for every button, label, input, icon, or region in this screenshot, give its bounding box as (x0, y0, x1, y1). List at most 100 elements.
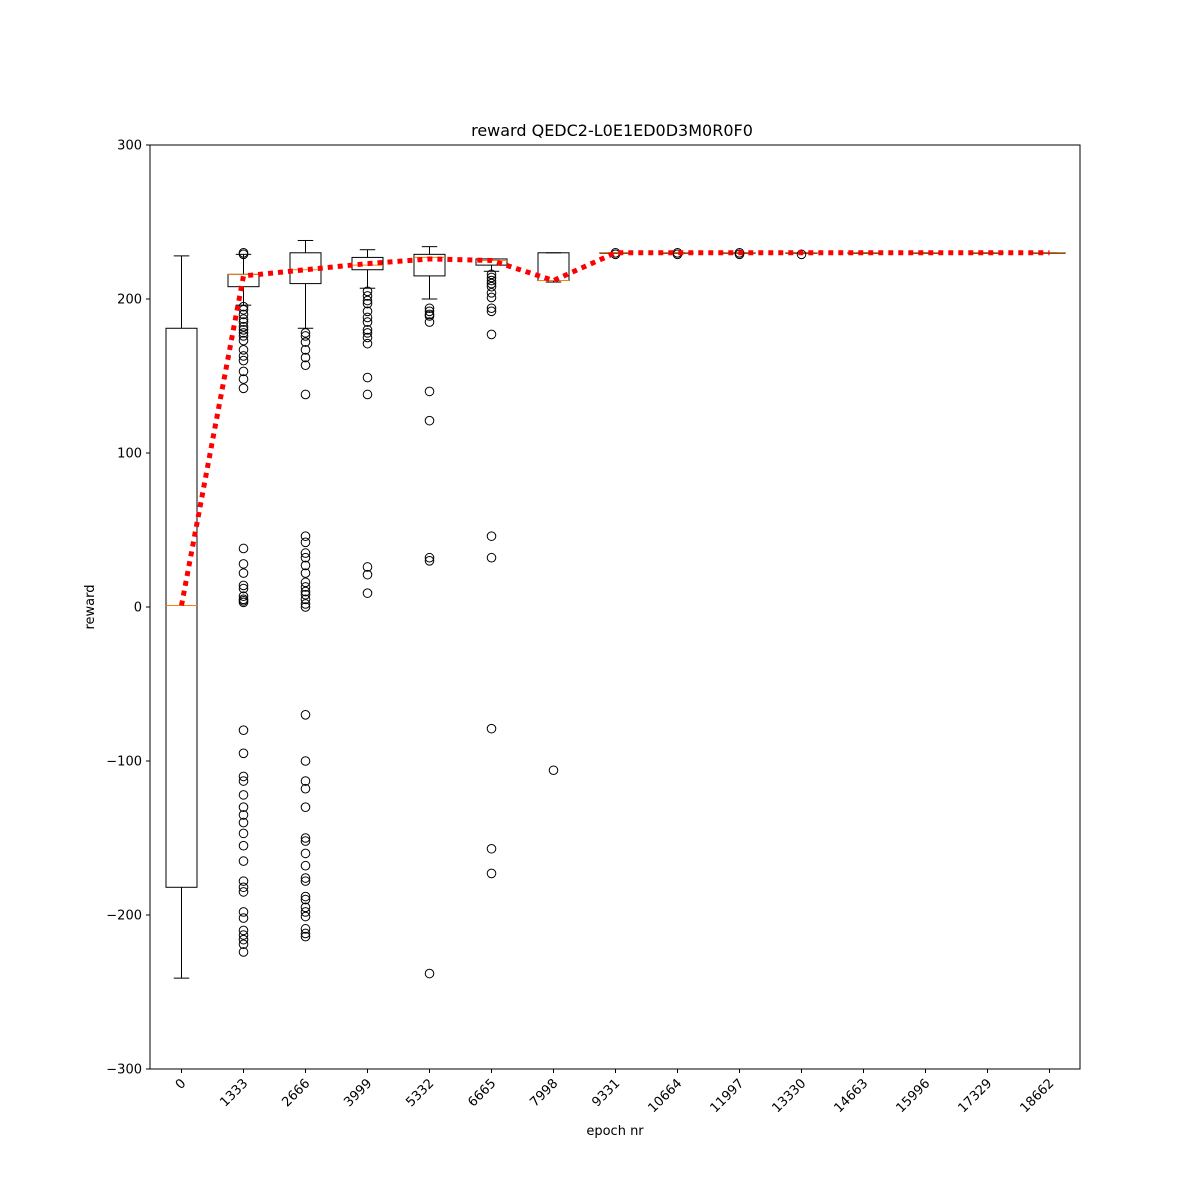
flier-point (300, 331, 311, 341)
flier-point (300, 568, 311, 578)
flier-point (300, 589, 311, 600)
flier-point (238, 802, 249, 813)
flier-point (300, 873, 311, 883)
flier-point (486, 272, 497, 283)
box-7998 (537, 252, 570, 776)
flier-point (362, 312, 373, 323)
y-tick-label: −200 (106, 909, 142, 924)
flier-point (362, 588, 373, 598)
chart-title: reward QEDC2-L0E1ED0D3M0R0F0 (471, 121, 753, 140)
plot-area (165, 239, 1066, 979)
y-tick-label: −100 (106, 755, 142, 770)
flier-point (424, 968, 435, 979)
flier-point (424, 306, 435, 317)
flier-point (300, 783, 311, 794)
flier-point (300, 560, 311, 571)
box-2666 (289, 239, 322, 942)
flier-point (300, 911, 311, 922)
flier-point (238, 383, 249, 394)
flier-point (238, 725, 249, 736)
flier-point (238, 840, 249, 851)
flier-point (238, 887, 249, 897)
flier-point (300, 848, 311, 859)
x-axis-label: epoch nr (586, 1124, 644, 1139)
box-1333 (227, 248, 260, 957)
flier-point (424, 556, 435, 566)
flier-point (238, 597, 249, 608)
flier-point (424, 552, 435, 563)
flier-point (486, 292, 497, 303)
flier-point (548, 765, 559, 776)
flier-point (300, 776, 311, 786)
flier-point (238, 321, 249, 332)
flier-point (362, 389, 373, 400)
flier-point (796, 249, 807, 260)
y-tick-label: 200 (117, 293, 142, 308)
flier-point (238, 568, 249, 578)
flier-point (486, 843, 497, 854)
flier-point (238, 856, 249, 866)
flier-point (300, 876, 311, 886)
y-tick-label: −300 (106, 1063, 142, 1078)
flier-point (300, 552, 311, 563)
flier-point (238, 328, 249, 338)
box-6665 (475, 258, 508, 879)
box-body (165, 327, 198, 888)
box-body (413, 253, 446, 277)
flier-point (300, 756, 311, 766)
flier-point (362, 295, 373, 306)
flier-point (486, 552, 497, 563)
flier-point (238, 309, 249, 320)
flier-point (424, 311, 435, 321)
y-tick-label: 300 (117, 139, 142, 154)
y-axis: −300 −200 −100 0 100 200 300 (106, 139, 150, 1078)
flier-point (238, 366, 249, 377)
flier-point (238, 249, 249, 260)
flier-point (300, 928, 311, 939)
flier-point (300, 337, 311, 347)
flier-point (238, 776, 249, 786)
flier-point (300, 582, 311, 592)
flier-point (300, 345, 311, 355)
flier-point (362, 291, 373, 301)
flier-point (424, 317, 435, 327)
flier-point (300, 602, 311, 612)
flier-point (486, 723, 497, 734)
flier-point (362, 328, 373, 338)
flier-point (238, 876, 249, 886)
box-3999 (351, 249, 384, 598)
flier-point (300, 599, 311, 609)
flier-point (238, 317, 249, 327)
flier-point (238, 331, 249, 341)
flier-point (238, 591, 249, 602)
flier-point (300, 328, 311, 338)
flier-point (486, 275, 497, 286)
box-15996 (909, 252, 942, 254)
box-0 (165, 255, 198, 979)
flier-point (300, 537, 311, 548)
flier-point (238, 930, 249, 940)
flier-point (362, 562, 373, 572)
flier-point (300, 833, 311, 843)
flier-point (300, 802, 311, 813)
flier-point (300, 531, 311, 541)
flier-point (238, 913, 249, 923)
flier-point (300, 586, 311, 597)
flier-point (238, 817, 249, 828)
flier-point (238, 345, 249, 355)
flier-point (300, 860, 311, 871)
flier-point (238, 543, 249, 554)
y-tick-label: 100 (117, 447, 142, 462)
y-tick-label: 0 (134, 601, 142, 616)
flier-point (424, 303, 435, 314)
flier-point (362, 372, 373, 383)
flier-point (238, 771, 249, 782)
flier-point (300, 389, 311, 400)
flier-point (238, 325, 249, 335)
flier-point (238, 947, 249, 957)
flier-point (300, 352, 311, 363)
flier-point (238, 882, 249, 893)
flier-point (238, 314, 249, 324)
flier-point (238, 907, 249, 917)
flier-point (362, 569, 373, 580)
